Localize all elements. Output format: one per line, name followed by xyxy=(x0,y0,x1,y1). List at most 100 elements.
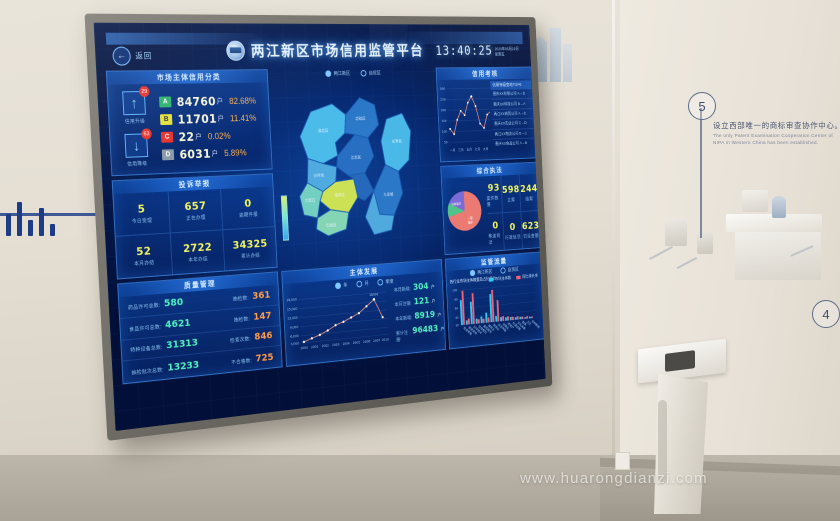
complaints-cell: 5 今日受理 xyxy=(113,191,171,237)
grade-value: 84760 xyxy=(176,94,217,109)
comprehensive-cell-label: 罚没金额 xyxy=(523,233,539,240)
grade-percent: 11.41% xyxy=(229,112,257,123)
flow-tab-liangjiang[interactable]: 两江新区 xyxy=(469,268,492,277)
svg-text:2007: 2007 xyxy=(373,339,380,343)
photo-watermark: www.huarongdianzi.com xyxy=(520,470,708,487)
svg-text:北碚区: 北碚区 xyxy=(355,115,365,121)
map-tab-label: 自贸区 xyxy=(368,70,382,77)
svg-text:300: 300 xyxy=(440,87,445,91)
complaints-cell: 52 本月办结 xyxy=(115,233,173,279)
complaints-cell-label: 今日受理 xyxy=(131,217,153,225)
complaints-cell-value: 5 xyxy=(137,202,146,216)
district-map[interactable]: 渝北区 北碚区 江北区 沙坪坝 南岸区 大渡口 巴南区 长寿区 九龙坡 xyxy=(271,77,439,258)
radio-on-icon xyxy=(469,269,476,277)
complaints-cell-label: 本月办结 xyxy=(134,260,155,268)
legend-swatch xyxy=(488,277,494,282)
quality-right-label: 抽检数: xyxy=(232,295,250,303)
radio-off-icon xyxy=(360,70,367,77)
dashboard-screen: ← 返回 两江新区市场信用监管平台 13:40:25 2020年05月22日 星… xyxy=(93,22,546,431)
comprehensive-cell: 0 移送司法 xyxy=(487,213,505,251)
quality-left-label: 药品许可总数: xyxy=(127,302,161,312)
radio-off-icon xyxy=(500,267,506,274)
svg-text:住宿餐饮: 住宿餐饮 xyxy=(478,324,489,335)
dev-stat-row: 本月注销: 121 户 xyxy=(394,294,443,308)
dev-stat-unit: 户 xyxy=(430,284,435,290)
svg-text:150: 150 xyxy=(441,119,446,123)
svg-text:三月: 三月 xyxy=(458,147,464,152)
svg-text:9,000: 9,000 xyxy=(290,325,299,330)
annotation-marker-4: 4 xyxy=(812,300,840,328)
comprehensive-cell-value: 244 xyxy=(519,182,538,195)
comprehensive-cell-label: 案件数量 xyxy=(486,195,499,208)
grade-value: 6031 xyxy=(179,146,212,162)
dashboard-header: ← 返回 两江新区市场信用监管平台 13:40:25 2020年05月22日 星… xyxy=(94,23,531,69)
comprehensive-cell-value: 623 xyxy=(521,219,540,232)
map-tab-ftz[interactable]: 自贸区 xyxy=(360,70,382,77)
quality-right-value: 846 xyxy=(254,330,273,343)
svg-text:农林牧渔: 农林牧渔 xyxy=(531,319,541,330)
exhibit-tower-3 xyxy=(563,44,572,82)
svg-text:一月: 一月 xyxy=(450,147,456,152)
comprehensive-cell-label: 行政处罚 xyxy=(504,234,522,242)
credit-downgrade-badge: 63 xyxy=(141,128,152,140)
complaints-cell-value: 657 xyxy=(184,199,207,214)
dev-stat-unit: 户 xyxy=(431,298,436,305)
svg-text:巴南区: 巴南区 xyxy=(326,221,337,227)
credit-grade-row: A 84760 户 82.68% xyxy=(158,93,263,109)
grade-badge: B xyxy=(159,114,173,126)
comprehensive-cell: 623 罚没金额 xyxy=(521,211,540,248)
grade-badge: D xyxy=(161,149,175,161)
wall-bar-decor xyxy=(6,196,68,236)
clock: 13:40:25 2020年05月22日 星期五 xyxy=(435,44,519,58)
quality-right-value: 725 xyxy=(255,351,274,365)
dashboard-title: 两江新区市场信用监管平台 xyxy=(250,42,425,60)
credit-downgrade-icon-group[interactable]: ↓ 63 信用降级 xyxy=(124,128,152,168)
dev-stat-unit: 户 xyxy=(440,326,445,332)
svg-text:250: 250 xyxy=(440,98,445,102)
wall-outlet xyxy=(615,452,630,470)
exhibit-figure xyxy=(772,196,786,218)
clock-date: 2020年05月22日 星期五 xyxy=(495,46,520,58)
svg-text:100: 100 xyxy=(442,130,447,134)
svg-text:江北区: 江北区 xyxy=(351,154,362,160)
dev-stat-value: 121 xyxy=(413,295,430,307)
svg-text:渝北区: 渝北区 xyxy=(318,127,329,133)
svg-text:2001: 2001 xyxy=(311,345,319,350)
svg-text:100: 100 xyxy=(452,289,457,293)
dev-stat-unit: 户 xyxy=(437,312,442,318)
back-button[interactable]: ← 返回 xyxy=(112,46,153,66)
comprehensive-enforcement-panel: 综合执法 简易程序 一般 程序 93 案件数量 xyxy=(440,161,541,256)
wall-display: ← 返回 两江新区市场信用监管平台 13:40:25 2020年05月22日 星… xyxy=(84,13,553,441)
svg-text:卫生: 卫生 xyxy=(526,319,533,326)
svg-text:大渡口: 大渡口 xyxy=(305,197,316,203)
annotation-marker-5-number: 5 xyxy=(698,98,706,114)
kiosk-stand xyxy=(636,338,728,514)
complaints-cell: 2722 本年办结 xyxy=(170,230,226,275)
flow-tab-ftz[interactable]: 自贸区 xyxy=(500,266,519,274)
svg-text:建筑业: 建筑业 xyxy=(487,323,496,332)
credit-upgrade-icon-group[interactable]: ↑ 29 信用升级 xyxy=(122,86,150,125)
dev-stat-value: 8919 xyxy=(414,309,436,322)
svg-text:文化体育: 文化体育 xyxy=(517,320,527,331)
svg-text:交通运输: 交通运输 xyxy=(512,321,522,332)
annotation-marker-4-number: 4 xyxy=(822,306,830,322)
svg-text:长寿区: 长寿区 xyxy=(392,138,402,144)
grade-unit: 户 xyxy=(216,97,224,105)
map-tab-liangjiang[interactable]: 两江新区 xyxy=(325,70,350,77)
map-tab-label: 两江新区 xyxy=(333,71,351,77)
credit-grade-row: D 6031 户 5.89% xyxy=(161,145,266,162)
dev-stat-label: 累计注册: xyxy=(395,329,408,343)
quality-right-label: 抽检数: xyxy=(233,316,251,324)
market-flow-bar-chart: 100 80 60 40 20 xyxy=(452,278,541,336)
complaints-cell-label: 逾期件报 xyxy=(238,211,259,219)
svg-text:批发零售: 批发零售 xyxy=(463,325,473,336)
dev-stat-value: 304 xyxy=(412,281,429,293)
comprehensive-cell-value: 598 xyxy=(501,183,520,196)
map-panel: 两江新区 自贸区 xyxy=(271,68,440,266)
grade-badge: C xyxy=(160,131,174,143)
legend-swatch xyxy=(516,275,521,280)
arrow-left-icon: ← xyxy=(112,46,132,66)
svg-text:教育: 教育 xyxy=(521,320,528,327)
svg-text:九月: 九月 xyxy=(483,146,489,151)
